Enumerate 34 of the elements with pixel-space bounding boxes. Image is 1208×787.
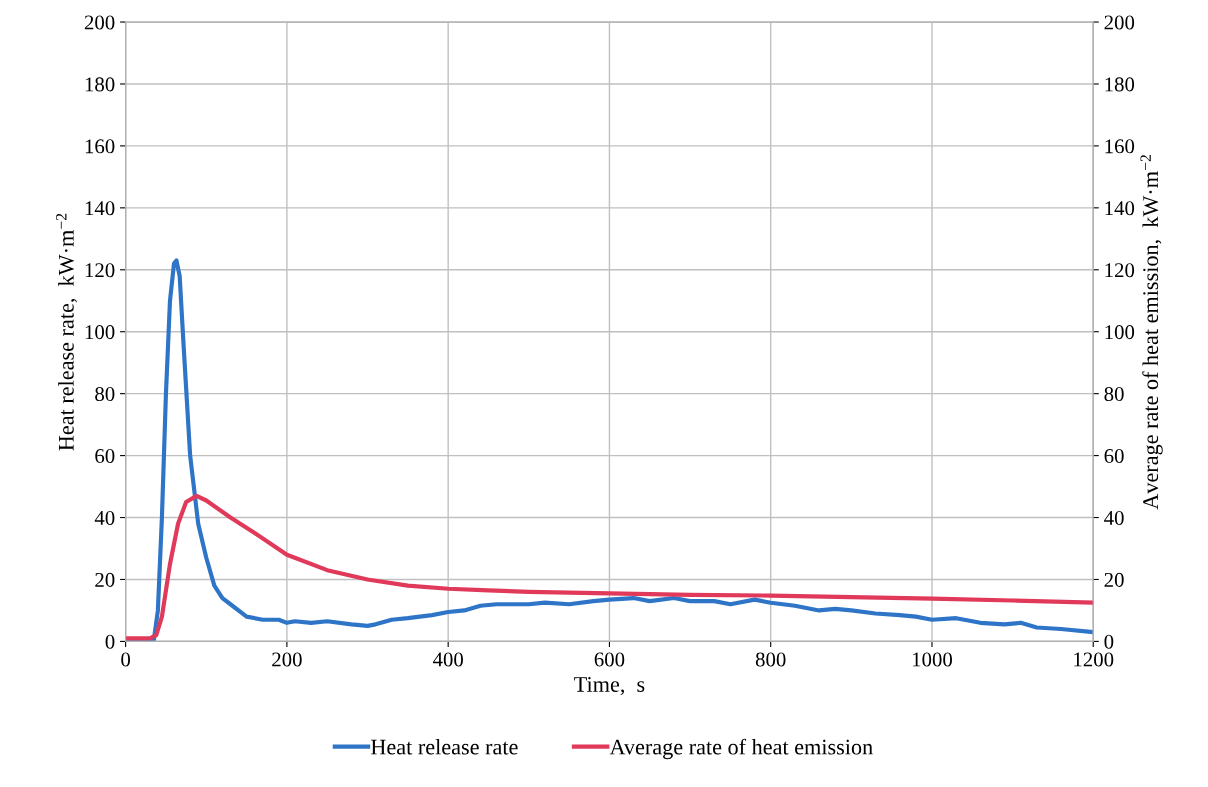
x-tick-label: 0 (121, 652, 131, 667)
y-tick-label: 0 (105, 634, 115, 649)
y-tick-label: 120 (85, 263, 115, 278)
y2-tick-label: 140 (1105, 201, 1135, 216)
x-tick-label: 600 (594, 652, 625, 667)
y-tick-label: 200 (84, 15, 115, 30)
y2-tick-label: 80 (1104, 387, 1124, 402)
legend-label: Average rate of heat emission (609, 738, 873, 760)
y-tick-label: 20 (95, 572, 115, 587)
y-tick-label: 40 (94, 510, 115, 525)
x-axis-title: Time, s (574, 676, 645, 696)
x-tick-label: 800 (755, 652, 786, 667)
y2-axis-title: Average rate of heat emission, kW·m$^{−2}$ (1140, 155, 1163, 510)
x-tick-label: 1000 (912, 652, 953, 667)
y2-tick-label: 100 (1105, 325, 1135, 340)
y-tick-label: 160 (85, 139, 115, 154)
x-tick-label: 1200 (1074, 652, 1114, 667)
y2-tick-label: 20 (1104, 572, 1124, 587)
y-tick-label: 60 (95, 448, 115, 464)
y2-tick-label: 40 (1104, 510, 1124, 525)
y-tick-label: 80 (95, 387, 115, 402)
y2-tick-label: 0 (1104, 634, 1114, 649)
y-tick-label: 100 (85, 325, 115, 340)
legend-label: Heat release rate (370, 738, 518, 755)
y2-tick-label: 60 (1104, 448, 1124, 464)
x-tick-label: 400 (432, 652, 463, 667)
y2-tick-label: 120 (1105, 263, 1135, 278)
y-axis-title: Heat release rate, kW·m$^{−2}$ (56, 213, 77, 451)
x-tick-label: 200 (272, 652, 302, 667)
y2-tick-label: 160 (1105, 139, 1135, 154)
y-tick-label: 180 (85, 77, 115, 92)
y2-tick-label: 200 (1104, 15, 1135, 30)
y2-tick-label: 180 (1105, 77, 1135, 92)
y-tick-label: 140 (85, 201, 115, 216)
